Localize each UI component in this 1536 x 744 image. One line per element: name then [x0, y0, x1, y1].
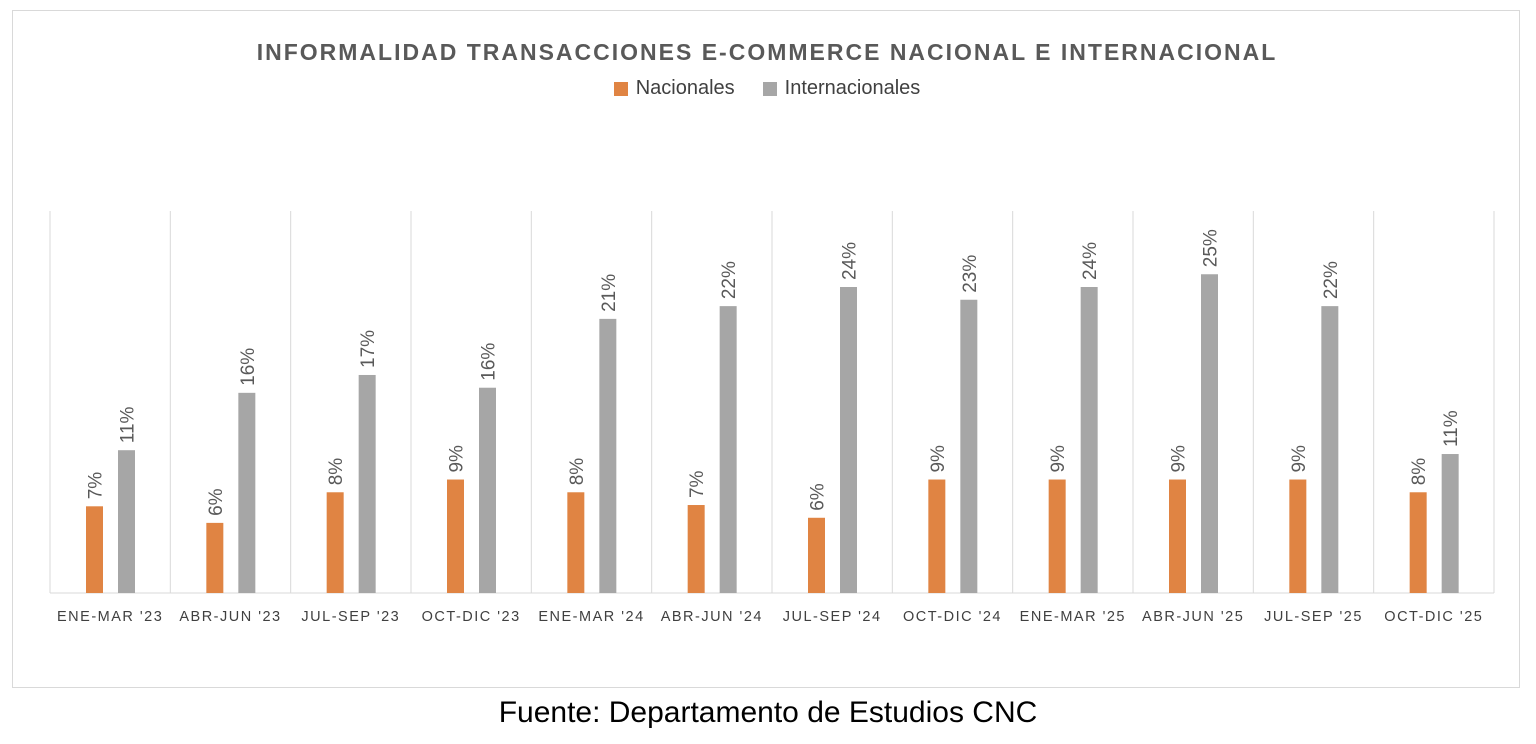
bar-nacionales-6 — [808, 517, 825, 593]
data-label-nacionales-1: 6% — [206, 488, 227, 516]
x-tick-label: ABR-JUN '25 — [1142, 609, 1244, 625]
bar-nacionales-11 — [1409, 492, 1427, 593]
x-tick-label: OCT-DIC '23 — [422, 609, 521, 625]
bar-nacionales-5 — [687, 505, 705, 593]
data-label-nacionales-6: 6% — [808, 483, 829, 511]
bar-internacionales-5 — [719, 306, 737, 593]
bar-nacionales-2 — [326, 492, 344, 593]
bar-internacionales-11 — [1441, 454, 1459, 593]
bar-nacionales-7 — [928, 479, 946, 593]
x-tick-label: ABR-JUN '23 — [179, 609, 281, 625]
legend-swatch-internacionales — [762, 81, 777, 96]
data-label-internacionales-8: 24% — [1080, 242, 1101, 280]
data-label-nacionales-0: 7% — [86, 472, 107, 500]
chart-frame: INFORMALIDAD TRANSACCIONES E-COMMERCE NA… — [12, 10, 1520, 688]
data-label-nacionales-11: 8% — [1409, 458, 1430, 486]
data-label-nacionales-7: 9% — [928, 445, 949, 473]
data-label-internacionales-4: 21% — [599, 274, 620, 312]
data-label-internacionales-7: 23% — [960, 255, 981, 293]
data-label-internacionales-3: 16% — [479, 343, 500, 381]
x-tick-label: ENE-MAR '23 — [57, 609, 163, 625]
data-label-internacionales-11: 11% — [1441, 410, 1462, 447]
legend-label-nacionales: Nacionales — [635, 77, 735, 99]
chart-title: INFORMALIDAD TRANSACCIONES E-COMMERCE NA… — [256, 39, 1278, 65]
bar-nacionales-0 — [86, 506, 103, 593]
data-label-internacionales-6: 24% — [840, 242, 861, 280]
data-label-internacionales-1: 16% — [238, 348, 259, 386]
bar-internacionales-7 — [960, 299, 978, 593]
data-label-nacionales-10: 9% — [1289, 445, 1310, 473]
bar-internacionales-8 — [1080, 287, 1098, 593]
data-label-nacionales-8: 9% — [1048, 445, 1069, 473]
x-tick-label: ENE-MAR '24 — [538, 609, 644, 625]
data-label-internacionales-0: 11% — [118, 406, 139, 443]
legend-item-internacionales: Internacionales — [762, 77, 921, 100]
bar-nacionales-8 — [1048, 479, 1066, 593]
legend-label-internacionales: Internacionales — [784, 77, 921, 99]
x-tick-label: ABR-JUN '24 — [661, 609, 763, 625]
bar-nacionales-3 — [447, 479, 464, 593]
x-tick-label: JUL-SEP '24 — [783, 609, 882, 625]
x-tick-label: JUL-SEP '25 — [1264, 609, 1363, 625]
bar-internacionales-10 — [1321, 306, 1339, 593]
bar-internacionales-2 — [358, 374, 376, 593]
data-label-internacionales-9: 25% — [1201, 229, 1222, 267]
x-tick-label: OCT-DIC '24 — [903, 609, 1002, 625]
x-tick-label: OCT-DIC '25 — [1384, 609, 1483, 625]
bar-internacionales-6 — [840, 287, 857, 593]
data-label-internacionales-10: 22% — [1321, 261, 1342, 299]
data-label-internacionales-5: 22% — [719, 261, 740, 299]
bar-internacionales-0 — [118, 450, 135, 593]
x-tick-label: ENE-MAR '25 — [1020, 609, 1126, 625]
bar-internacionales-3 — [479, 387, 496, 593]
bar-nacionales-1 — [206, 522, 224, 593]
data-label-nacionales-2: 8% — [326, 458, 347, 486]
data-label-nacionales-5: 7% — [687, 470, 708, 498]
legend: Nacionales Internacionales — [13, 77, 1521, 100]
legend-swatch-nacionales — [613, 81, 628, 96]
data-label-nacionales-9: 9% — [1169, 445, 1190, 473]
plot-area: 7% 6% 8% 9% 8% 7% 6% 9% 9% 9% 9% 8% 11% 16% 17% 16% 21% 2… — [49, 211, 1495, 625]
bar-nacionales-10 — [1289, 479, 1307, 593]
bar-nacionales-9 — [1169, 479, 1186, 593]
bar-nacionales-4 — [567, 492, 585, 593]
bar-internacionales-1 — [238, 392, 256, 593]
legend-item-nacionales: Nacionales — [613, 77, 735, 100]
bar-internacionales-9 — [1201, 274, 1218, 593]
data-label-nacionales-3: 9% — [447, 445, 468, 473]
x-tick-label: JUL-SEP '23 — [301, 609, 400, 625]
source-note: Fuente: Departamento de Estudios CNC — [498, 696, 1038, 729]
bar-internacionales-4 — [599, 318, 617, 593]
data-label-nacionales-4: 8% — [567, 458, 588, 486]
data-label-internacionales-2: 17% — [358, 330, 379, 368]
